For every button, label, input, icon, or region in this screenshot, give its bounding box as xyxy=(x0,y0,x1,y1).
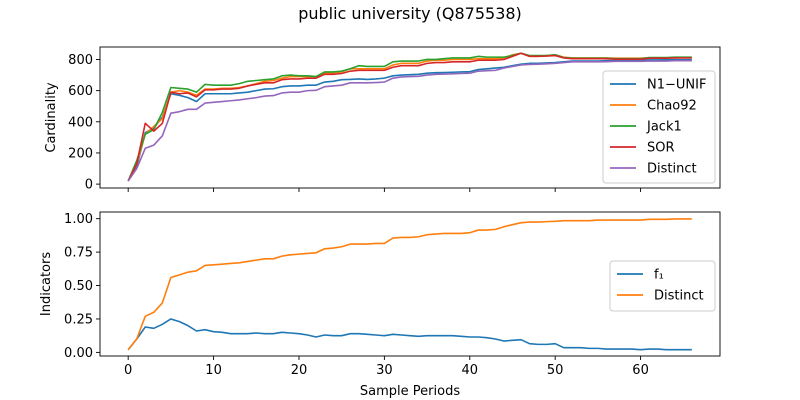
y-tick-label-1-3: 0.75 xyxy=(64,246,93,261)
axes-frame-1 xyxy=(99,211,721,357)
legend-label-1-1: Distinct xyxy=(654,289,704,304)
legend-label-1-0: f₁ xyxy=(654,268,664,283)
y-tick-label-1-0: 0.00 xyxy=(64,346,93,361)
x-tick-label-1-2: 20 xyxy=(291,363,308,378)
y-tick-label-0-1: 200 xyxy=(68,146,93,161)
indicators-panel: 0 10 20 30 40 50 60 0.00 0.25 0.50 0.75 1.00 Indicat… xyxy=(39,211,721,399)
series-line-1-0 xyxy=(127,318,692,351)
legend-1: f₁ Distinct xyxy=(609,260,716,312)
series-line-1-1 xyxy=(127,218,692,351)
legend-label-0-0: N1−UNIF xyxy=(647,78,706,93)
y-tick-label-0-0: 0 xyxy=(85,178,93,193)
y-tick-label-1-2: 0.50 xyxy=(64,279,93,294)
legend-label-0-1: Chao92 xyxy=(647,99,697,114)
series-line-0-4 xyxy=(127,59,692,182)
legend-label-0-2: Jack1 xyxy=(646,120,682,135)
y-tick-label-0-4: 800 xyxy=(68,53,93,68)
cardinality-panel: 0 200 400 600 800 Cardinality N1−UNIF Chao92 Jac… xyxy=(44,46,721,193)
legend-label-0-4: Distinct xyxy=(647,162,697,177)
x-tick-label-1-5: 50 xyxy=(547,363,564,378)
figure-title: public university (Q875538) xyxy=(298,4,522,23)
legend-label-0-3: SOR xyxy=(647,141,675,156)
x-tick-label-1-6: 60 xyxy=(632,363,649,378)
x-tick-label-1-0: 0 xyxy=(124,363,132,378)
y-tick-label-0-2: 400 xyxy=(68,115,93,130)
y-tick-label-1-1: 0.25 xyxy=(64,312,93,327)
legend-box-0 xyxy=(602,70,716,184)
x-tick-label-1-4: 40 xyxy=(462,363,479,378)
y-tick-label-1-4: 1.00 xyxy=(64,212,93,227)
x-tick-label-1-3: 30 xyxy=(376,363,393,378)
y-axis-label-0: Cardinality xyxy=(44,82,59,153)
y-axis-label-1: Indicators xyxy=(39,252,54,316)
axes-frame-0 xyxy=(99,46,721,189)
y-tick-label-0-3: 600 xyxy=(68,84,93,99)
series-line-0-3 xyxy=(127,52,692,182)
legend-0: N1−UNIF Chao92 Jack1 SOR Distinct xyxy=(602,70,716,184)
x-tick-label-1-1: 10 xyxy=(205,363,222,378)
x-axis-label-1: Sample Periods xyxy=(360,384,460,399)
